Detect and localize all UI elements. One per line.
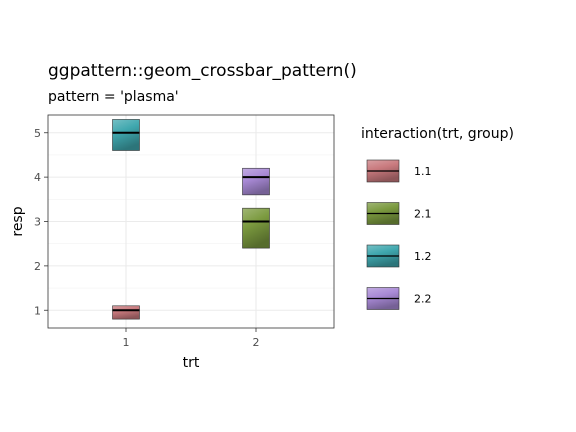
crossbar-box-1.2 <box>112 119 140 151</box>
legend-label: 1.2 <box>414 250 432 263</box>
x-tick-label: 1 <box>123 336 130 349</box>
y-axis: 1 2 3 4 5 <box>34 127 48 317</box>
y-axis-title: resp <box>10 206 26 236</box>
y-tick-label: 5 <box>34 127 41 140</box>
legend-label: 1.1 <box>414 165 432 178</box>
crossbar-box-2.2 <box>242 167 270 196</box>
y-tick-label: 1 <box>34 304 41 317</box>
plot-panel <box>47 114 335 329</box>
crossbar-box-2.1 <box>242 207 270 249</box>
legend-label: 2.2 <box>414 293 432 306</box>
y-tick-label: 2 <box>34 260 41 273</box>
y-tick-label: 3 <box>34 216 41 229</box>
x-tick-label: 2 <box>253 336 260 349</box>
legend: interaction(trt, group) 1.1 2.1 1.2 2.2 <box>361 126 514 310</box>
chart-title: ggpattern::geom_crossbar_pattern() <box>48 61 357 81</box>
legend-label: 2.1 <box>414 208 432 221</box>
crossbar-box-1.1 <box>112 305 140 320</box>
chart-subtitle: pattern = 'plasma' <box>48 89 179 105</box>
crossbars <box>112 119 270 320</box>
x-axis-title: trt <box>183 355 200 371</box>
legend-title: interaction(trt, group) <box>361 126 514 142</box>
y-tick-label: 4 <box>34 171 41 184</box>
